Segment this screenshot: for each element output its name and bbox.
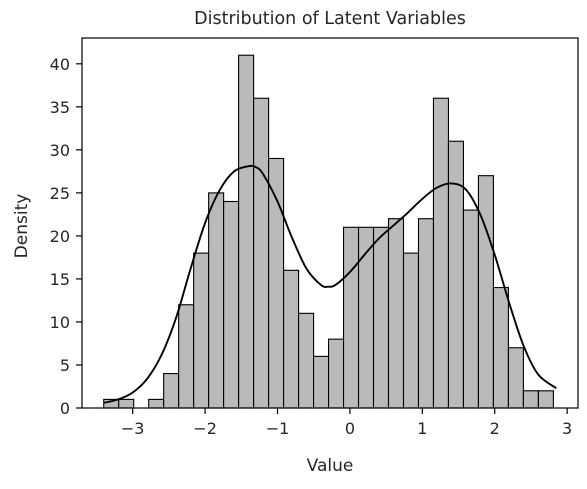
histogram-bar [537, 390, 554, 409]
y-axis-ticks: 0 5 10 15 20 25 30 35 40 [50, 55, 82, 418]
histogram-bar [417, 218, 435, 409]
x-tick-label: 2 [490, 419, 500, 438]
histogram-bar [447, 140, 464, 409]
histogram-bar [387, 218, 405, 409]
histogram-bar [148, 398, 165, 409]
histogram-bar [193, 252, 210, 409]
histogram-bar [163, 373, 180, 409]
plot-frame [81, 37, 579, 409]
histogram-bar [328, 338, 345, 409]
histogram-bar [238, 54, 255, 409]
histogram-bar [357, 226, 375, 409]
x-tick-label: 3 [562, 419, 572, 438]
histogram-bar [283, 269, 300, 409]
histogram-bar [432, 97, 450, 409]
y-tick-label: 10 [50, 313, 70, 332]
y-tick-label: 35 [50, 98, 70, 117]
histogram-bar [268, 157, 285, 409]
histogram-bar [507, 347, 524, 409]
x-tick-label: −1 [266, 419, 290, 438]
histogram-bar [522, 390, 539, 409]
histogram-bar [462, 209, 479, 409]
x-tick-label: 1 [417, 419, 427, 438]
y-tick-label: 25 [50, 184, 70, 203]
y-tick-label: 30 [50, 141, 70, 160]
histogram-bar [208, 192, 225, 409]
y-tick-label: 5 [60, 356, 70, 375]
histogram-bar [342, 226, 360, 409]
histogram-bar [402, 252, 420, 409]
x-tick-label: −2 [193, 419, 217, 438]
histogram-bar [477, 175, 494, 409]
y-tick-label: 40 [50, 55, 70, 74]
histogram-bar [298, 312, 315, 409]
histogram-bar [223, 200, 240, 409]
y-tick-label: 15 [50, 270, 70, 289]
y-tick-label: 0 [60, 399, 70, 418]
histogram-bar [178, 304, 195, 409]
histogram-bar [372, 226, 390, 409]
histogram-bar [118, 398, 135, 409]
histogram-bar [253, 97, 270, 409]
x-axis-ticks: −3 −2 −1 0 1 2 3 [121, 408, 572, 438]
histogram-bar [492, 286, 509, 409]
x-axis-label: Value [307, 456, 354, 476]
histogram-bar [313, 355, 330, 409]
y-tick-label: 20 [50, 227, 70, 246]
kde-curve [103, 164, 557, 404]
x-tick-label: 0 [345, 419, 355, 438]
chart-title: Distribution of Latent Variables [194, 9, 466, 29]
x-tick-label: −3 [121, 419, 145, 438]
y-axis-label: Density [12, 194, 32, 259]
